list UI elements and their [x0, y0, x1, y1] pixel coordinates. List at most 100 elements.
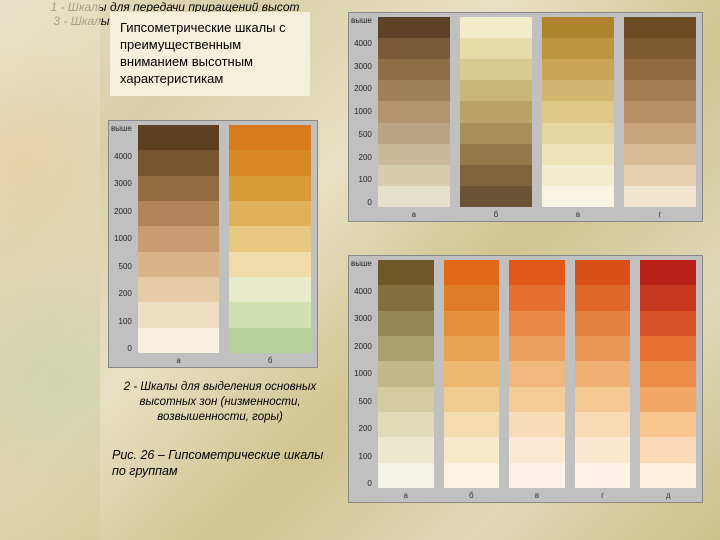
color-swatch	[509, 336, 565, 361]
color-swatch	[640, 412, 696, 437]
panel-2: выше40003000200010005002001000аб	[108, 120, 318, 368]
color-swatch	[640, 437, 696, 462]
panel-1: выше40003000200010005002001000абвг	[348, 12, 703, 222]
color-bar: а	[138, 125, 220, 353]
color-swatch	[509, 387, 565, 412]
color-swatch	[460, 186, 532, 207]
color-bar: а	[378, 260, 434, 488]
color-swatch	[624, 123, 696, 144]
color-swatch	[378, 260, 434, 285]
color-swatch	[378, 144, 450, 165]
color-swatch	[624, 144, 696, 165]
color-swatch	[444, 387, 500, 412]
color-bar: в	[542, 17, 614, 207]
bar-label: а	[378, 210, 450, 219]
bar-label: б	[460, 210, 532, 219]
color-swatch	[509, 463, 565, 488]
color-swatch	[229, 150, 311, 175]
color-swatch	[444, 336, 500, 361]
map-background	[0, 0, 100, 540]
color-swatch	[229, 201, 311, 226]
color-swatch	[229, 125, 311, 150]
color-swatch	[509, 361, 565, 386]
color-swatch	[640, 463, 696, 488]
color-bar: б	[460, 17, 532, 207]
color-swatch	[575, 463, 631, 488]
color-swatch	[542, 80, 614, 101]
color-swatch	[378, 463, 434, 488]
axis-labels: выше40003000200010005002001000	[349, 256, 374, 502]
bar-label: г	[575, 491, 631, 500]
color-swatch	[229, 226, 311, 251]
bar-label: д	[640, 491, 696, 500]
axis-labels: выше40003000200010005002001000	[349, 13, 374, 221]
color-swatch	[575, 260, 631, 285]
color-swatch	[542, 101, 614, 122]
color-swatch	[624, 59, 696, 80]
color-swatch	[378, 165, 450, 186]
color-swatch	[138, 302, 220, 327]
color-swatch	[640, 285, 696, 310]
main-title: Гипсометрические шкалы с преимущественны…	[110, 12, 310, 96]
color-swatch	[575, 285, 631, 310]
color-swatch	[460, 101, 532, 122]
color-swatch	[460, 165, 532, 186]
color-swatch	[575, 311, 631, 336]
color-swatch	[229, 302, 311, 327]
color-swatch	[542, 17, 614, 38]
color-swatch	[378, 361, 434, 386]
caption-2: 2 - Шкалы для выделения основных высотны…	[120, 378, 320, 427]
color-swatch	[460, 123, 532, 144]
color-swatch	[640, 361, 696, 386]
color-swatch	[444, 311, 500, 336]
color-bar: г	[575, 260, 631, 488]
bar-label: в	[542, 210, 614, 219]
color-swatch	[460, 144, 532, 165]
color-swatch	[460, 80, 532, 101]
axis-labels: выше40003000200010005002001000	[109, 121, 134, 367]
color-bar: д	[640, 260, 696, 488]
color-bar: б	[444, 260, 500, 488]
color-swatch	[378, 285, 434, 310]
color-swatch	[229, 328, 311, 353]
bar-label: в	[509, 491, 565, 500]
color-swatch	[640, 311, 696, 336]
color-swatch	[138, 150, 220, 175]
color-swatch	[509, 437, 565, 462]
color-swatch	[444, 412, 500, 437]
color-swatch	[624, 80, 696, 101]
color-swatch	[229, 176, 311, 201]
color-swatch	[640, 387, 696, 412]
color-swatch	[460, 38, 532, 59]
color-swatch	[138, 252, 220, 277]
color-swatch	[444, 463, 500, 488]
bar-label: б	[444, 491, 500, 500]
color-swatch	[624, 101, 696, 122]
color-swatch	[575, 437, 631, 462]
color-swatch	[138, 176, 220, 201]
bar-label: а	[378, 491, 434, 500]
color-swatch	[460, 17, 532, 38]
color-swatch	[575, 387, 631, 412]
color-swatch	[378, 80, 450, 101]
color-swatch	[378, 101, 450, 122]
color-swatch	[138, 125, 220, 150]
color-bar: б	[229, 125, 311, 353]
bar-label: б	[229, 356, 311, 365]
color-swatch	[378, 336, 434, 361]
color-swatch	[542, 38, 614, 59]
color-swatch	[138, 328, 220, 353]
color-swatch	[575, 336, 631, 361]
color-swatch	[542, 186, 614, 207]
figure-caption: Рис. 26 – Гипсометрические шкалы по груп…	[110, 445, 330, 482]
color-swatch	[640, 260, 696, 285]
color-swatch	[624, 165, 696, 186]
color-swatch	[460, 59, 532, 80]
color-swatch	[378, 387, 434, 412]
color-swatch	[444, 361, 500, 386]
color-swatch	[542, 123, 614, 144]
color-swatch	[378, 186, 450, 207]
color-swatch	[509, 285, 565, 310]
color-swatch	[138, 201, 220, 226]
color-swatch	[378, 437, 434, 462]
